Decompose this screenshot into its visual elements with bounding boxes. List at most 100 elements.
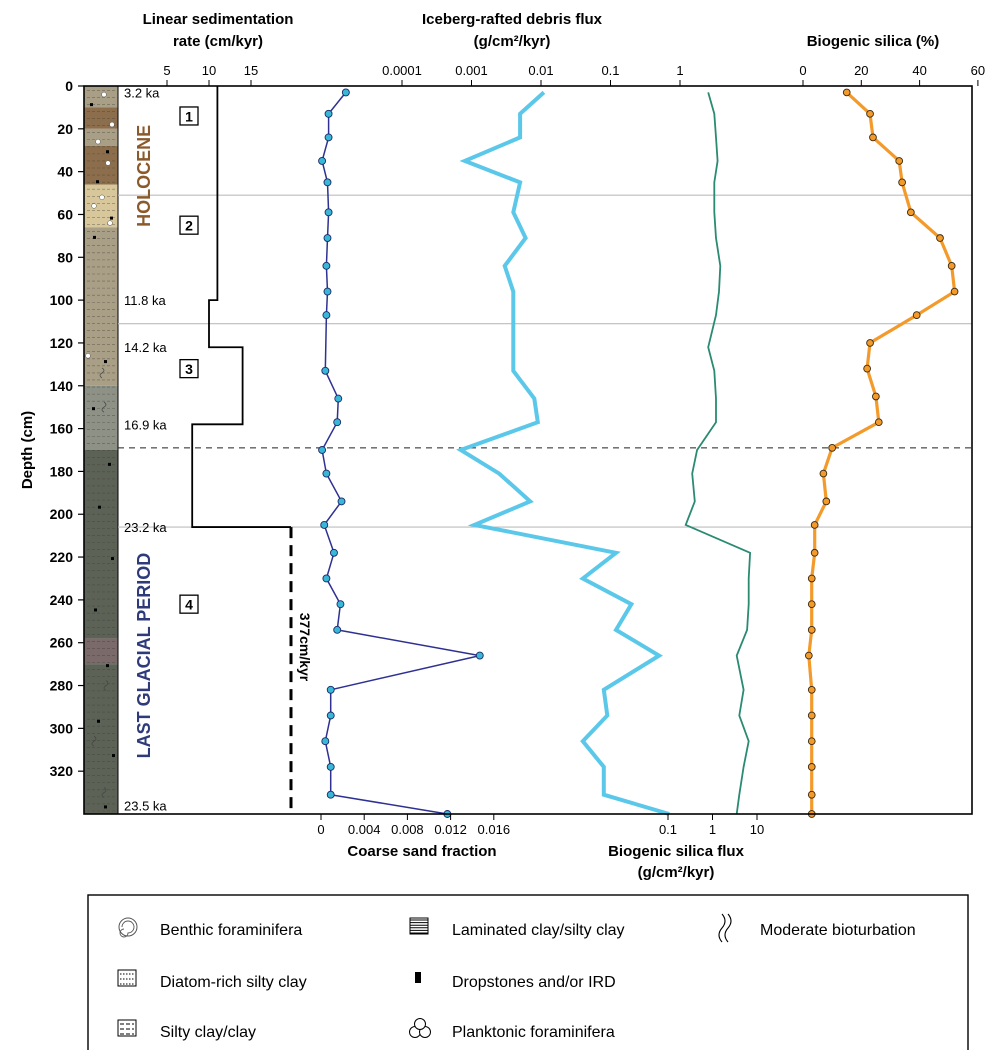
coarse-sand-point — [322, 261, 331, 270]
annotations-layer: 377cm/kyr 3.2 ka 11.8 ka 14.2 ka 16.9 ka 23.2… — [124, 85, 313, 813]
silica-pct-point — [807, 600, 816, 609]
silica-pct-point — [895, 157, 904, 165]
coarse-sand-point — [341, 88, 350, 97]
coarse-sand-point — [333, 418, 342, 427]
silica-flux-tick-label: 10 — [750, 822, 764, 837]
silica-pct-point — [866, 109, 874, 118]
y-tick-label: 280 — [50, 678, 74, 694]
y-tick-label: 100 — [50, 292, 74, 308]
coarse-sand-point — [323, 234, 332, 242]
y-tick-label: 40 — [57, 164, 73, 180]
silica-pct-point — [807, 711, 816, 720]
dropstone-mark — [106, 664, 109, 668]
silica-pct-point — [807, 737, 816, 746]
unit-box — [179, 106, 199, 126]
dropstone-mark — [94, 608, 97, 612]
silica-pct-point — [822, 497, 831, 506]
coarse-sand-point — [337, 497, 346, 506]
bioturbation-icon — [718, 913, 732, 943]
ird-tick-label: 1 — [676, 63, 683, 78]
silica-pct-point — [912, 311, 921, 319]
y-tick-label: 300 — [50, 720, 74, 736]
unit-number: 4 — [185, 597, 193, 613]
silica-pct-point — [869, 133, 877, 142]
foraminifera-mark — [105, 160, 111, 166]
silica-pct-point — [804, 651, 813, 660]
coarse-sand-point — [326, 790, 335, 799]
age-label: 3.2 ka — [124, 85, 160, 100]
sedimentation-tick-label: 10 — [202, 63, 216, 78]
silica-pct-point — [810, 548, 819, 557]
y-tick-label: 140 — [50, 378, 74, 394]
core-band — [84, 664, 118, 814]
ird-tick-label: 0.1 — [601, 63, 619, 78]
coarse-sand-point — [322, 311, 331, 320]
legend-item-diatom: Diatom-rich silty clay — [117, 969, 307, 991]
dropstone-mark — [92, 407, 95, 411]
coarse-sand-point — [318, 446, 327, 454]
silica-pct-point — [947, 262, 956, 270]
legend-label-benthic: Benthic foraminifera — [160, 922, 302, 939]
foraminifera-mark — [107, 220, 113, 226]
silica-flux-tick-label: 1 — [709, 822, 716, 837]
dropstone-mark — [97, 719, 100, 723]
coarse-sand-point — [321, 737, 330, 746]
y-axis-label: Depth (cm) — [19, 411, 36, 489]
y-tick-label: 80 — [57, 249, 73, 265]
core-band — [84, 638, 118, 665]
silica-pct-point — [936, 234, 944, 242]
silica-pct-point — [872, 392, 880, 401]
age-label: 16.9 ka — [124, 417, 167, 432]
legend-label-planktonic: Planktonic foraminifera — [452, 1024, 615, 1041]
core-band — [84, 227, 118, 386]
silica-pct-tick-label: 60 — [971, 63, 985, 78]
unit-box — [179, 358, 199, 379]
coarse-tick-label: 0.016 — [478, 822, 511, 837]
coarse-sand-point — [321, 366, 330, 375]
silica-flux-title-line1: Biogenic silica flux — [608, 843, 745, 860]
legend-label-diatom: Diatom-rich silty clay — [160, 974, 307, 991]
foraminifera-mark — [85, 353, 91, 359]
core-band — [84, 145, 118, 185]
series-layer — [118, 85, 959, 818]
last-glacial-label: LAST GLACIAL PERIOD — [134, 553, 154, 759]
age-label: 14.2 ka — [124, 340, 167, 355]
coarse-sand-point — [322, 469, 331, 478]
legend-item-laminated: Laminated clay/silty clay — [409, 917, 625, 939]
dropstone-mark — [104, 805, 107, 809]
y-tick-label: 120 — [50, 335, 74, 351]
coarse-sand-point — [323, 287, 332, 296]
dropstone-mark — [98, 505, 101, 509]
ird-title-line1: Iceberg-rafted debris flux — [422, 11, 603, 28]
silica-pct-tick-label: 40 — [912, 63, 926, 78]
coarse-sand-point — [324, 208, 333, 217]
dropstone-mark — [111, 557, 114, 561]
silica-pct-title: Biogenic silica (%) — [807, 33, 940, 50]
legend-box: Benthic foraminifera Laminated clay/silty… — [87, 894, 969, 1050]
ird-flux-line — [456, 90, 670, 816]
silica-pct-point — [874, 418, 883, 427]
dropstone-mark — [96, 180, 99, 184]
age-label: 23.2 ka — [124, 520, 167, 535]
coarse-sand-point — [323, 178, 332, 187]
silica-pct-line — [807, 91, 957, 814]
dropstone-mark — [108, 462, 111, 466]
sedimentation-rate-label: 377cm/kyr — [297, 613, 313, 682]
core-band — [84, 450, 118, 639]
unit-number: 3 — [185, 361, 193, 377]
silica-pct-point — [863, 364, 871, 373]
coarse-sand-point — [475, 651, 484, 660]
y-tick-label: 320 — [50, 763, 74, 779]
foraminifera-mark — [109, 121, 115, 128]
core-log-column — [84, 86, 119, 814]
silica-pct-point — [807, 790, 816, 799]
coarse-sand-point — [326, 711, 335, 720]
unit-number: 1 — [185, 108, 193, 124]
legend-item-silty: Silty clay/clay — [117, 1019, 256, 1041]
silica-pct-point — [807, 763, 816, 771]
coarse-sand-point — [322, 574, 331, 583]
unit-number: 2 — [185, 218, 193, 234]
dropstone-mark — [104, 360, 107, 364]
coarse-sand-point — [324, 109, 333, 118]
silica-flux-line — [684, 92, 752, 815]
